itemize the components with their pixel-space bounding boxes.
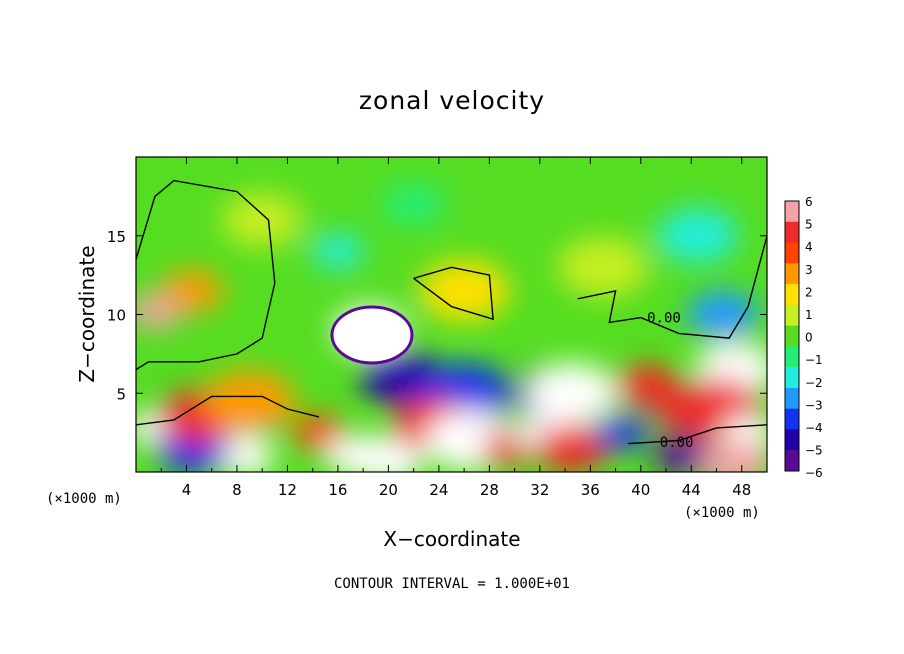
colorbar-label: 6	[805, 195, 813, 209]
heatmap-blob	[292, 415, 346, 451]
x-tick-label: 12	[278, 481, 297, 499]
colorbar-label: 1	[805, 308, 813, 322]
heatmap-blob	[557, 236, 649, 298]
colorbar-swatch	[785, 408, 799, 430]
heatmap-blob	[656, 208, 739, 263]
heatmap-field	[136, 157, 767, 472]
contour-line	[136, 179, 276, 371]
y-axis-label: Z−coordinate	[75, 245, 99, 382]
colorbar: 6 5 4 3 2 1 0 −1 −2 −3 −4 −5 −6	[784, 195, 823, 480]
heatmap-core	[330, 305, 414, 365]
x-tick-label: 48	[732, 481, 751, 499]
colorbar-swatch	[785, 242, 799, 264]
x-tick-label: 8	[232, 481, 242, 499]
heatmap-blob	[221, 192, 303, 248]
colorbar-swatch	[785, 284, 799, 306]
y-tick-label: 5	[116, 385, 126, 403]
y-tick-label: 15	[107, 228, 126, 246]
heatmap-blob	[382, 183, 445, 226]
heatmap-blob	[686, 290, 759, 339]
colorbar-label: 5	[805, 218, 813, 232]
heatmap-blob	[535, 424, 608, 472]
heatmap-blob	[311, 233, 365, 270]
x-tick-label: 32	[530, 481, 549, 499]
x-unit-right: (×1000 m)	[684, 505, 760, 521]
x-tick-label: 4	[182, 481, 192, 499]
colorbar-swatch	[785, 263, 799, 285]
heatmap-blob	[525, 362, 617, 424]
colorbar-swatch	[785, 325, 799, 347]
contour-line	[628, 424, 767, 445]
colorbar-swatch	[785, 367, 799, 389]
colorbar-swatch	[785, 221, 799, 244]
y-tick-label: 10	[107, 307, 126, 325]
colorbar-swatch	[785, 429, 799, 451]
colorbar-label: 3	[805, 263, 813, 277]
x-tick-label: 16	[328, 481, 347, 499]
chart-title: zonal velocity	[358, 86, 546, 115]
heatmap-blob	[418, 260, 510, 322]
heatmap-blob	[203, 370, 296, 432]
x-tick-label: 24	[429, 481, 448, 499]
x-tick-label: 44	[682, 481, 701, 499]
contour-line	[136, 395, 320, 426]
y-axis: 5 10 15	[107, 228, 767, 403]
colorbar-frame	[784, 200, 800, 472]
colorbar-label: −1	[805, 353, 823, 367]
colorbar-label: −5	[805, 444, 823, 458]
x-tick-label: 28	[480, 481, 499, 499]
zero-contours	[136, 179, 767, 445]
colorbar-label: 4	[805, 240, 813, 254]
colorbar-label: −3	[805, 398, 823, 412]
contour-line	[413, 266, 494, 321]
contour-labels: 0.00 0.00	[647, 310, 693, 450]
colorbar-swatch	[785, 201, 799, 223]
x-axis: 4 8 12 16 20 24 28 32 36 40 44 48	[160, 157, 751, 499]
contour-line	[577, 235, 767, 339]
contour-label: 0.00	[660, 435, 694, 451]
colorbar-label: 2	[805, 285, 813, 299]
contour-interval-note: CONTOUR INTERVAL = 1.000E+01	[333, 576, 570, 592]
colorbar-label: −2	[805, 376, 823, 390]
x-tick-label: 20	[379, 481, 398, 499]
contour-label: 0.00	[647, 310, 681, 326]
colorbar-swatch	[785, 346, 799, 368]
colorbar-label: −6	[805, 466, 823, 480]
colorbar-label: −4	[805, 421, 823, 435]
heatmap-blob	[161, 270, 224, 312]
x-tick-label: 36	[581, 481, 600, 499]
heatmap-blob	[699, 440, 767, 472]
x-unit-left: (×1000 m)	[46, 491, 122, 507]
heatmap-blob	[595, 415, 649, 451]
x-tick-label: 40	[631, 481, 650, 499]
colorbar-swatch	[785, 387, 799, 410]
x-axis-label: X−coordinate	[383, 527, 520, 551]
colorbar-swatch	[785, 450, 799, 472]
colorbar-label: 0	[805, 331, 813, 345]
colorbar-swatch	[785, 304, 799, 327]
